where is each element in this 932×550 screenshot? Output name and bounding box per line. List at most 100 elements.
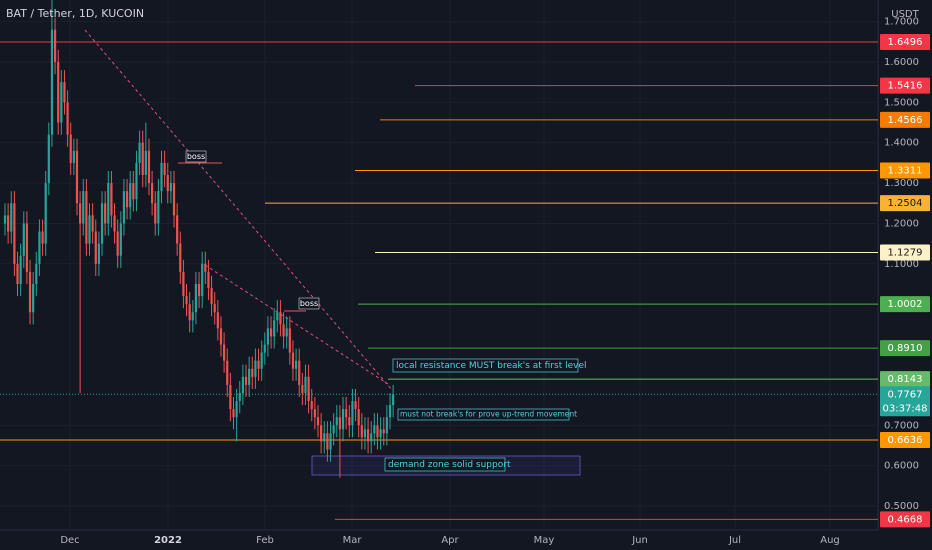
- candle-body: [160, 162, 163, 192]
- level-label-box: [880, 195, 930, 212]
- candle-body: [125, 191, 129, 208]
- candle-body: [172, 183, 176, 216]
- candle-body: [82, 191, 85, 224]
- candle-body: [166, 175, 169, 192]
- candle-body: [53, 29, 57, 62]
- y-tick-label: 0.7000: [884, 420, 919, 431]
- candle-body: [266, 328, 270, 345]
- candle-body: [10, 203, 13, 232]
- candle-body: [207, 271, 210, 289]
- candle-body: [97, 243, 100, 264]
- level-label-box: [880, 162, 930, 179]
- candle-body: [341, 409, 345, 430]
- candle-body: [248, 368, 251, 385]
- candle-body: [363, 429, 367, 438]
- candle-body: [385, 417, 388, 434]
- candle-body: [179, 243, 182, 272]
- candle-body: [310, 401, 313, 410]
- candle-body: [254, 360, 257, 377]
- candle-body: [113, 215, 116, 232]
- overlay: 1.6496 1.5416 1.4566 1.3311 1.2504 1.1279 1.00…: [178, 33, 930, 528]
- candle-body: [238, 392, 241, 402]
- candle-body: [57, 61, 60, 123]
- grid: [0, 0, 878, 530]
- candle-body: [213, 304, 216, 313]
- candle-body: [91, 215, 94, 232]
- candle-body: [235, 401, 238, 418]
- candle-body: [94, 231, 97, 264]
- candle-body: [25, 223, 29, 272]
- candle-body: [338, 417, 342, 430]
- x-tick-label: Aug: [820, 535, 840, 546]
- x-tick-label: Jun: [631, 535, 648, 546]
- candle-body: [194, 283, 198, 313]
- y-tick-label: 1.3000: [884, 178, 919, 189]
- x-tick-label: Apr: [441, 535, 459, 546]
- candle-body: [147, 150, 151, 184]
- candle-body: [191, 312, 194, 321]
- candle-body: [210, 288, 213, 305]
- candle-body: [244, 376, 248, 385]
- candle-body: [276, 312, 279, 321]
- candle-body: [60, 82, 63, 123]
- annotation: local resistance MUST break's at first l…: [396, 361, 587, 371]
- trendline: [84, 29, 393, 391]
- candle-body: [28, 271, 32, 313]
- candle-body: [379, 429, 382, 438]
- x-tick-label: Jul: [728, 535, 741, 546]
- candle-body: [348, 417, 351, 426]
- candle-body: [176, 215, 179, 244]
- candle-body: [326, 433, 329, 450]
- level-label-box: [880, 296, 930, 313]
- level-label: 1.6496: [888, 37, 923, 48]
- candle-body: [335, 417, 338, 426]
- candle-body: [273, 320, 276, 337]
- candle-body: [47, 134, 50, 184]
- candle-body: [188, 304, 191, 321]
- candle-body: [332, 425, 335, 434]
- candle-body: [157, 191, 160, 224]
- candle-body: [323, 433, 326, 442]
- chart-title: BAT / Tether, 1D, KUCOIN: [6, 7, 144, 20]
- last-price-label: 0.7767: [888, 389, 923, 400]
- level-label-box: [880, 340, 930, 357]
- candle-body: [219, 328, 223, 345]
- level-label: 1.0002: [888, 299, 923, 310]
- level-label: 1.1279: [888, 248, 923, 259]
- candle-body: [182, 271, 185, 297]
- candle-body: [320, 425, 323, 442]
- candle-body: [279, 312, 282, 325]
- candle-body: [38, 231, 41, 264]
- candle-body: [354, 401, 357, 410]
- candle-body: [69, 134, 72, 163]
- level-label: 1.5416: [888, 81, 923, 92]
- candle-body: [307, 376, 310, 402]
- candle-body: [72, 150, 75, 163]
- candle-body: [116, 231, 119, 256]
- candle-body: [13, 203, 16, 264]
- candle-body: [75, 150, 79, 204]
- boss-box: [185, 150, 207, 163]
- candle-body: [122, 191, 126, 224]
- level-label-box: [880, 244, 930, 261]
- candle-body: [63, 82, 66, 103]
- candle-body: [232, 409, 235, 418]
- candle-body: [366, 429, 370, 442]
- last-price-box: [880, 386, 930, 417]
- candle-body: [382, 429, 385, 434]
- level-label: 1.3311: [888, 166, 923, 177]
- candle-body: [22, 223, 25, 256]
- level-label: 1.2504: [888, 198, 923, 209]
- candle-body: [44, 183, 47, 244]
- candle-body: [129, 183, 132, 208]
- annotation-box: [392, 358, 579, 373]
- candle-body: [288, 328, 291, 353]
- candle-body: [79, 203, 82, 224]
- level-label: 1.4566: [888, 115, 923, 126]
- boss-box: [298, 297, 320, 310]
- candle-body: [329, 433, 332, 450]
- x-tick-label: May: [534, 535, 555, 546]
- candle-body: [291, 352, 295, 369]
- levels: [0, 41, 878, 520]
